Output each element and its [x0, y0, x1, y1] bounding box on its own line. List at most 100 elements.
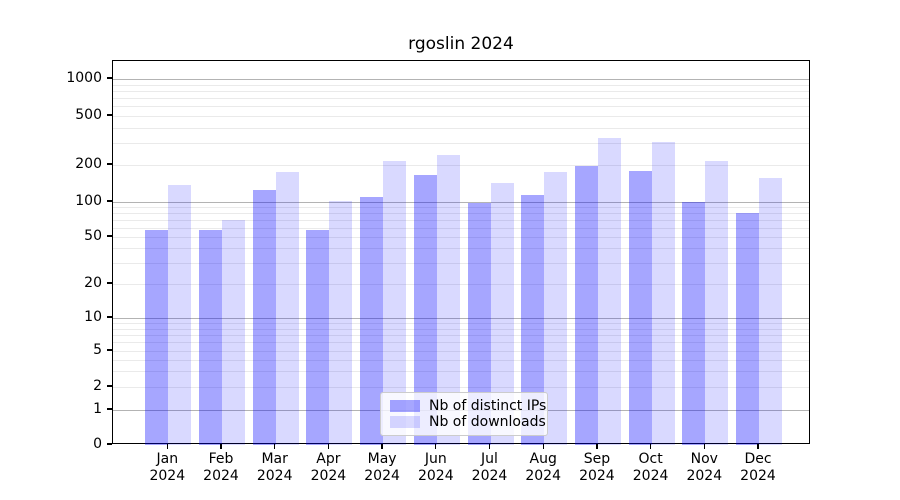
- minor-gridline: [113, 284, 809, 285]
- minor-gridline: [113, 342, 809, 344]
- minor-gridline: [113, 213, 809, 215]
- minor-gridline: [113, 328, 809, 330]
- x-tick-label-line: Feb: [208, 451, 234, 467]
- x-tick-label: Oct 2024: [615, 451, 687, 485]
- x-tick-label-line: 2024: [686, 468, 723, 484]
- x-tick-label-line: 2024: [256, 468, 293, 484]
- x-tick-label: Apr 2024: [292, 451, 364, 485]
- legend-swatch-distinct-ips: [390, 400, 420, 412]
- x-tick-label-line: Jun: [424, 451, 447, 467]
- bar-distinct-ips: [682, 202, 706, 445]
- minor-gridline: [113, 165, 809, 166]
- x-tick-label-line: 2024: [525, 468, 561, 484]
- bar-distinct-ips: [252, 190, 276, 445]
- x-tick-label-line: Apr: [316, 451, 341, 467]
- y-tick-label: 50: [84, 228, 102, 244]
- x-tick-mark: [488, 444, 491, 449]
- bar-downloads: [651, 142, 675, 445]
- minor-gridline: [113, 334, 809, 336]
- y-tick-mark: [107, 443, 112, 445]
- y-tick-mark: [107, 385, 112, 387]
- minor-gridline: [113, 98, 809, 100]
- x-tick-label: Aug 2024: [507, 451, 579, 485]
- x-tick-label: Jun 2024: [400, 451, 472, 485]
- bar-downloads: [705, 160, 729, 445]
- legend: Nb of distinct IPs Nb of downloads: [380, 392, 548, 436]
- minor-gridline: [113, 220, 809, 221]
- y-tick-label: 2: [93, 378, 102, 394]
- y-tick-label: 20: [84, 275, 102, 291]
- x-tick-label-line: 2024: [632, 468, 669, 484]
- bar-distinct-ips: [413, 175, 437, 445]
- x-tick-label-line: Jan: [156, 451, 179, 467]
- minor-gridline: [113, 227, 809, 229]
- minor-gridline: [113, 371, 809, 373]
- x-tick-mark: [220, 444, 222, 449]
- y-tick-mark: [107, 235, 112, 237]
- x-tick-label-line: Oct: [638, 451, 663, 467]
- bar-distinct-ips: [628, 170, 652, 445]
- major-gridline: [113, 318, 809, 319]
- bar-downloads: [383, 160, 407, 445]
- minor-gridline: [113, 323, 809, 325]
- y-tick-label: 0: [93, 436, 102, 452]
- legend-item-distinct-ips: Nb of distinct IPs: [390, 398, 546, 414]
- y-tick-mark: [107, 349, 112, 351]
- y-tick-mark: [107, 282, 112, 284]
- y-tick-mark: [107, 316, 112, 318]
- minor-gridline: [113, 116, 809, 117]
- x-tick-label: Jan 2024: [131, 451, 203, 485]
- minor-gridline: [113, 143, 809, 145]
- bar-distinct-ips: [736, 213, 759, 445]
- x-tick-label-line: Aug: [529, 451, 557, 467]
- x-tick-label-line: 2024: [310, 468, 347, 484]
- x-tick-mark: [274, 444, 276, 449]
- y-tick-label: 100: [75, 193, 102, 209]
- x-tick-label-line: May: [367, 451, 397, 467]
- bar-downloads: [168, 185, 192, 445]
- minor-gridline: [113, 263, 809, 265]
- y-tick-label: 500: [75, 107, 102, 123]
- y-tick-mark: [107, 77, 112, 79]
- x-tick-label-line: 2024: [471, 468, 508, 484]
- bar-downloads: [597, 138, 621, 445]
- minor-gridline: [113, 106, 809, 108]
- y-tick-mark: [107, 408, 112, 410]
- x-tick-mark: [435, 444, 437, 449]
- x-tick-mark: [596, 444, 598, 449]
- bar-downloads: [275, 171, 299, 445]
- x-tick-label: Nov 2024: [668, 451, 740, 485]
- x-tick-label: Sep 2024: [561, 451, 633, 485]
- bar-downloads: [222, 220, 245, 445]
- x-tick-mark: [166, 444, 168, 449]
- y-tick-label: 200: [75, 156, 102, 172]
- bar-distinct-ips: [521, 195, 545, 445]
- x-tick-label: May 2024: [346, 451, 418, 485]
- bar-downloads: [436, 155, 460, 445]
- minor-gridline: [113, 84, 809, 86]
- minor-gridline: [113, 359, 809, 361]
- y-tick-label: 1000: [66, 70, 102, 86]
- x-tick-mark: [757, 444, 759, 449]
- x-tick-label-line: 2024: [740, 468, 776, 484]
- x-tick-label-line: Dec: [744, 451, 772, 467]
- legend-label-downloads: Nb of downloads: [429, 414, 546, 430]
- minor-gridline: [113, 127, 809, 129]
- x-tick-mark: [327, 444, 330, 449]
- x-tick-mark: [381, 444, 383, 449]
- y-tick-mark: [107, 163, 112, 165]
- y-tick-label: 5: [93, 342, 102, 358]
- legend-swatch-downloads: [390, 416, 420, 428]
- chart-title: rgoslin 2024: [408, 34, 514, 54]
- x-tick-label: Jul 2024: [454, 451, 526, 485]
- bar-downloads: [759, 178, 782, 445]
- x-tick-label: Feb 2024: [185, 451, 257, 485]
- y-tick-mark: [107, 114, 112, 116]
- x-tick-mark: [649, 444, 652, 449]
- bar-distinct-ips: [467, 203, 491, 445]
- major-gridline: [113, 202, 809, 203]
- x-tick-label-line: 2024: [149, 468, 186, 484]
- minor-gridline: [113, 248, 809, 250]
- x-tick-label: Dec 2024: [722, 451, 794, 485]
- x-tick-mark: [703, 444, 705, 449]
